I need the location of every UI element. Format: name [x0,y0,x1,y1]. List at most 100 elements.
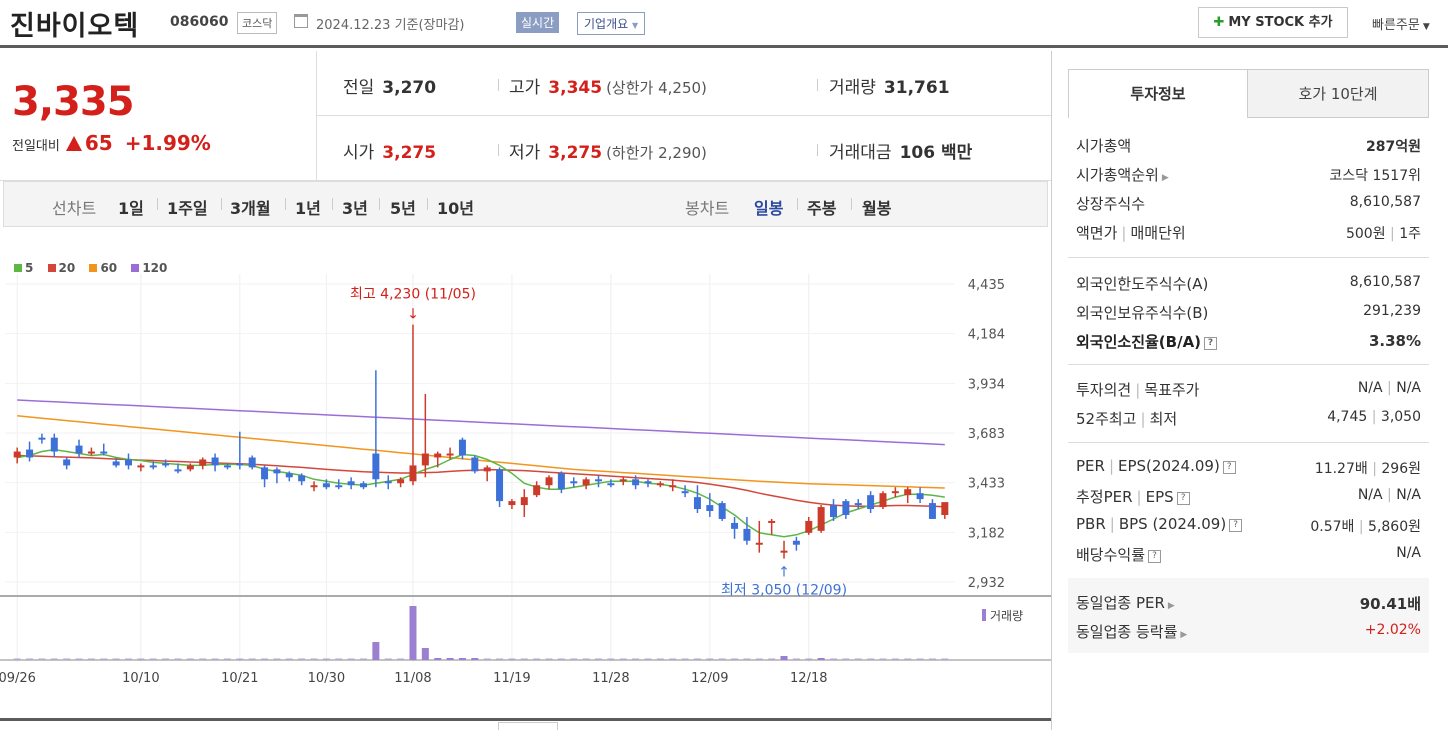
volume-bar [867,658,875,660]
high-value: 3,345 [548,78,603,98]
high-label: 고가 [509,78,541,98]
y-tick-label: 4,435 [968,278,1005,293]
x-tick-label: 10/21 [221,671,258,686]
foreign-ratio-label: 외국인소진율(B/A)? [1076,331,1218,352]
help-icon[interactable]: ? [1204,337,1218,350]
candle-body [904,489,912,496]
candle-body [632,479,640,486]
foreign-section: 외국인한도주식수(A) 8,610,587 외국인보유주식수(B) 291,239 … [1068,269,1429,359]
tab-invest-info[interactable]: 투자정보 [1068,69,1248,118]
volume-bar [595,658,602,660]
candle-body [483,467,491,472]
volume-bar [285,658,293,660]
volume-bar [261,658,269,660]
candle-tab-monthly[interactable]: 월봉 [862,199,892,218]
price-row-1: 전일 3,270 고가 3,345 (상한가 4,250) 거래량 31,761 [317,51,1052,116]
trade-value-value: 106 백만 [899,143,973,163]
market-cap-rank-label: 시가총액순위 ▶ [1076,164,1169,185]
candle-tab-daily[interactable]: 일봉 [754,199,784,218]
sector-chg-text: 동일업종 등락률 [1076,623,1178,641]
volume-bar [508,658,516,660]
period-tab-1y[interactable]: 1년 [295,199,321,218]
low-price: 저가 3,275 (하한가 2,290) [509,138,707,163]
candlestick-chart[interactable]: 09/26 10/10 10/21 10/30 11/08 11/19 11/28 12/09… [0,252,1051,692]
divider [1068,257,1429,258]
change-value: 65 [84,131,113,155]
prev-close-value: 3,270 [382,78,437,98]
stock-name: 진바이오텍 [10,11,140,42]
period-tab-3m[interactable]: 3개월 [230,199,271,218]
opinion-label: 투자의견 | 목표주가 [1076,379,1199,400]
candle-body [63,459,71,466]
divider [498,144,499,156]
add-mystock-button[interactable]: ✚ MY STOCK 추가 [1198,7,1348,38]
volume-bar [632,658,640,660]
tab-quote-10[interactable]: 호가 10단계 [1247,69,1429,118]
prev-close-label: 전일 [343,78,375,98]
period-tab-10y[interactable]: 10년 [437,199,474,218]
candle-body [248,457,256,468]
quick-order-button[interactable]: 빠른주문 ▼ [1372,14,1430,33]
lower-limit: (하한가 2,290) [606,144,707,162]
chevron-right-icon: ▶ [1161,173,1169,183]
corp-overview-dropdown[interactable]: 기업개요 ▼ [577,12,646,35]
row-face-value: 액면가 | 매매단위 500원 | 1주 [1076,218,1421,246]
candle-body [211,457,219,466]
volume-bar [916,658,924,660]
52week-label: 52주최고 | 최저 [1076,408,1177,429]
chevron-down-icon: ▼ [1422,22,1430,32]
period-tab-1d[interactable]: 1일 [118,199,144,218]
valuation-section: PER | EPS(2024.09)? 11.27배 | 296원 추정PER | EPS… [1068,453,1429,573]
sector-chg-label: 동일업종 등락률 ▶ [1076,621,1187,642]
divider [157,198,158,210]
row-sector-chg[interactable]: 동일업종 등락률 ▶ +2.02% [1076,617,1421,645]
divider: | [1387,380,1392,396]
x-tick-label: 09/26 [0,671,36,686]
invest-info-panel: 투자정보 호가 10단계 시가총액 287억원 시가총액순위 ▶ 코스닥 1517위 … [1051,51,1448,730]
help-icon[interactable]: ? [1222,461,1236,474]
volume-bar [656,658,664,660]
help-icon[interactable]: ? [1148,550,1162,563]
candle-body [916,493,924,500]
scroll-handle[interactable] [498,722,558,730]
realtime-button[interactable]: 실시간 [516,12,560,33]
price-grid: 전일 3,270 고가 3,345 (상한가 4,250) 거래량 31,761 시가 3… [316,51,1052,181]
volume-bar [817,658,825,660]
pbr-value: 0.57배 | 5,860원 [1310,516,1421,536]
sector-per-label: 동일업종 PER ▶ [1076,592,1175,613]
up-arrow-icon: ↑ [778,565,790,581]
candle-body [236,463,244,466]
candle-body [112,461,120,466]
candle-body [780,550,788,553]
help-icon[interactable]: ? [1229,519,1243,532]
period-tab-5y[interactable]: 5년 [390,199,416,218]
candle-body [261,467,269,480]
volume-bar [644,658,652,660]
volume-bar [743,658,751,660]
volume-legend-swatch [982,609,986,621]
x-tick-label: 11/08 [394,671,431,686]
legend-ma120: 120 [142,261,168,275]
volume-bar [520,658,528,660]
candle-tab-weekly[interactable]: 주봉 [807,199,837,218]
row-sector-per[interactable]: 동일업종 PER ▶ 90.41배 [1076,588,1421,616]
row-market-cap-rank[interactable]: 시가총액순위 ▶ 코스닥 1517위 [1076,160,1421,188]
help-icon[interactable]: ? [1176,492,1190,505]
y-tick-label: 2,932 [968,576,1005,591]
sector-chg-value: +2.02% [1364,622,1421,638]
volume-bar [384,658,392,660]
x-tick-label: 11/28 [592,671,629,686]
candle-body [681,491,689,494]
divider: | [1358,519,1364,535]
x-tick-label: 11/19 [493,671,530,686]
volume-bar [310,658,318,660]
pbr: 0.57배 [1310,519,1355,535]
calendar-icon [294,14,308,28]
eps-text: EPS(2024.09) [1118,457,1220,475]
period-tab-1w[interactable]: 1주일 [167,199,208,218]
divider [817,79,818,91]
volume-bar [125,658,132,660]
candle-body [310,485,318,488]
period-tab-3y[interactable]: 3년 [342,199,368,218]
volume-bar [322,658,330,660]
